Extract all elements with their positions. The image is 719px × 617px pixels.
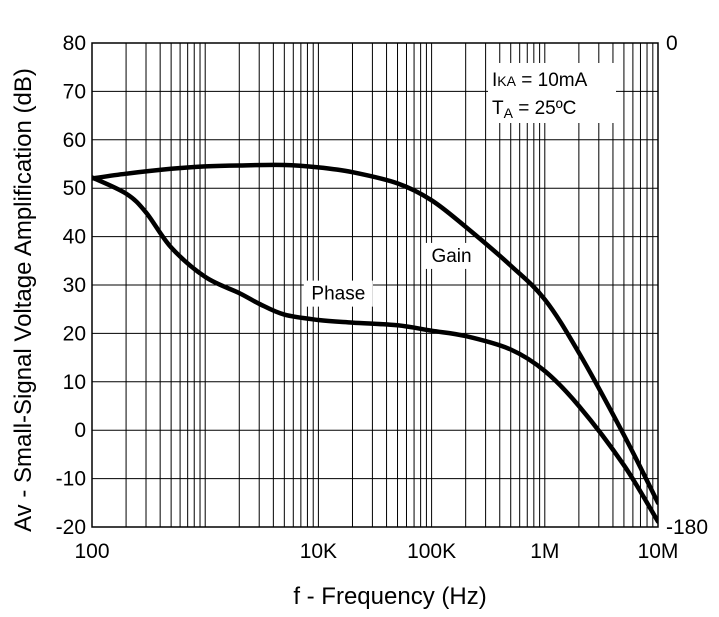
y-tick-label: 30 xyxy=(63,274,86,297)
x-tick-label: 1M xyxy=(530,540,559,563)
y-tick-label: 60 xyxy=(63,129,86,152)
annotation-current: IKA = 10mA xyxy=(492,70,588,91)
x-axis-label: f - Frequency (Hz) xyxy=(293,583,486,610)
series-label-gain: Gain xyxy=(431,246,471,267)
x-tick-label: 10K xyxy=(300,540,337,563)
y2-tick-label: 0 xyxy=(666,32,678,55)
series-label-bg xyxy=(422,242,481,269)
y-tick-label: 40 xyxy=(63,226,86,249)
series-label-bg xyxy=(303,280,373,307)
y-tick-label: -20 xyxy=(56,516,86,539)
y-tick-label: 50 xyxy=(63,177,86,200)
annotation-temperature: TA = 25ºC xyxy=(492,98,576,121)
y-tick-label: 10 xyxy=(63,371,86,394)
y-tick-label: 0 xyxy=(74,419,86,442)
annotation-box: IKA = 10mA TA = 25ºC xyxy=(488,63,616,123)
series-labels: Phase Gain xyxy=(303,242,481,307)
x-tick-label: 10M xyxy=(638,540,679,563)
y-tick-label: -10 xyxy=(56,468,86,491)
y-tick-label: 70 xyxy=(63,80,86,103)
x-tick-label: 100 xyxy=(74,540,109,563)
x-tick-label: 100K xyxy=(407,540,456,563)
plot-frame xyxy=(91,42,659,528)
series-phase-line xyxy=(92,175,658,524)
y-axis-label: Av - Small-Signal Voltage Amplification … xyxy=(10,68,37,532)
series-gain-line xyxy=(92,162,658,506)
y-tick-label: 20 xyxy=(63,322,86,345)
y2-tick-label: -180 xyxy=(666,516,708,539)
series-label-phase: Phase xyxy=(311,284,365,305)
curves xyxy=(92,162,658,524)
y-tick-label: 80 xyxy=(63,32,86,55)
